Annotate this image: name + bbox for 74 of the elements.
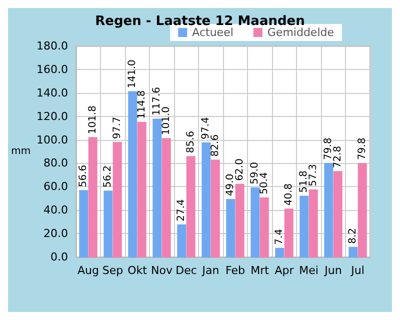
x-tick-label: Jun xyxy=(324,264,342,277)
data-label: 40.8 xyxy=(283,183,294,206)
data-label: 141.0 xyxy=(127,60,138,88)
bar xyxy=(202,142,211,258)
y-tick-label: 80.0 xyxy=(44,156,68,170)
data-label: 101.0 xyxy=(160,106,172,136)
y-tick-label: 180.0 xyxy=(36,40,68,52)
data-label: 79.8 xyxy=(356,138,368,160)
x-tick-label: Aug xyxy=(78,264,99,277)
data-label: 79.8 xyxy=(323,138,334,160)
legend-label: Gemiddelde xyxy=(267,26,334,39)
data-label: 49.0 xyxy=(225,174,236,196)
data-label: 57.3 xyxy=(308,164,319,186)
bar xyxy=(275,248,284,258)
bar xyxy=(88,137,98,258)
data-label: 51.8 xyxy=(298,170,310,193)
bar xyxy=(177,224,186,258)
bar xyxy=(235,184,244,258)
data-label: 8.2 xyxy=(348,228,359,244)
x-tick-label: Apr xyxy=(274,264,294,277)
bar xyxy=(210,160,220,258)
y-axis-title: mm xyxy=(11,146,31,157)
bar xyxy=(112,142,122,258)
x-tick-label: Sep xyxy=(102,264,124,277)
legend-label: Actueel xyxy=(192,26,234,39)
x-tick-label: Nov xyxy=(151,264,173,277)
y-tick-label: 20.0 xyxy=(44,227,68,240)
y-tick-label: 60.0 xyxy=(44,180,68,194)
data-label: 82.6 xyxy=(210,134,221,157)
data-label: 101.8 xyxy=(87,106,98,134)
data-label: 117.6 xyxy=(152,87,163,116)
x-tick-label: Feb xyxy=(226,264,245,277)
y-tick-label: 120.0 xyxy=(36,110,68,123)
data-label: 72.8 xyxy=(332,146,344,168)
bar xyxy=(348,246,358,258)
data-label: 62.0 xyxy=(234,158,246,181)
bar xyxy=(250,187,260,258)
bar xyxy=(226,199,236,258)
x-tick-label: Dec xyxy=(176,264,197,277)
data-label: 97.4 xyxy=(200,117,212,140)
bar xyxy=(79,190,88,258)
bar xyxy=(186,156,196,258)
bar xyxy=(162,138,171,258)
data-label: 56.6 xyxy=(78,164,90,188)
x-tick-label: Mei xyxy=(299,264,318,277)
y-tick-label: 100.0 xyxy=(36,133,68,146)
y-tick-label: 140.0 xyxy=(36,86,68,100)
x-tick-label: Mrt xyxy=(250,264,270,277)
bar xyxy=(128,91,138,258)
bar xyxy=(260,197,269,258)
data-label: 85.6 xyxy=(185,130,196,154)
bar xyxy=(358,162,367,258)
bar xyxy=(104,190,113,258)
chart-title: Regen - Laatste 12 Maanden xyxy=(95,14,305,29)
data-label: 50.4 xyxy=(258,172,270,194)
bar xyxy=(300,196,309,258)
data-label: 7.4 xyxy=(274,228,286,245)
x-tick-label: Jul xyxy=(350,264,364,277)
bar xyxy=(324,162,334,258)
x-tick-label: Jan xyxy=(201,264,220,277)
bar xyxy=(284,208,294,258)
data-label: 56.2 xyxy=(102,165,114,188)
data-label: 97.7 xyxy=(112,116,123,139)
data-label: 114.8 xyxy=(136,90,148,119)
y-tick-label: 40.0 xyxy=(44,204,68,217)
bar xyxy=(152,118,162,258)
data-label: 27.4 xyxy=(176,199,188,222)
data-label: 59.0 xyxy=(250,162,261,184)
y-tick-label: 0.0 xyxy=(50,250,68,264)
bar xyxy=(137,122,146,258)
y-tick-label: 160.0 xyxy=(36,62,68,76)
x-tick-label: Okt xyxy=(128,264,148,277)
bar xyxy=(333,171,342,258)
bar xyxy=(308,189,318,258)
